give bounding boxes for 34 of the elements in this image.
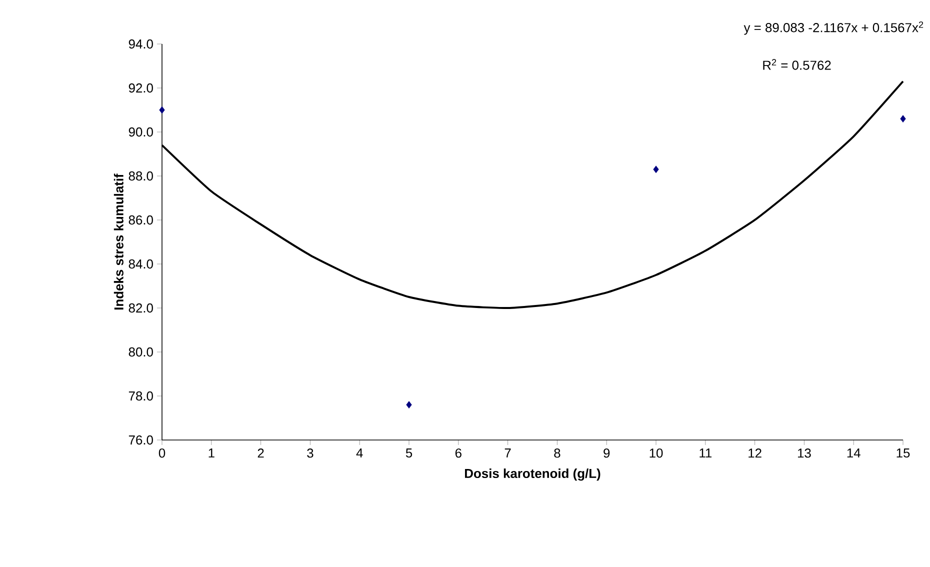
point	[406, 401, 412, 408]
x-tick-label: 15	[896, 448, 910, 458]
x-tick-label: 0	[158, 448, 166, 458]
x-tick-label: 13	[798, 448, 811, 458]
x-tick-label: 4	[356, 448, 363, 458]
x-tick-label: 3	[307, 448, 314, 458]
x-tick-label: 2	[258, 448, 264, 458]
x-tick-label: 9	[604, 448, 610, 458]
x-tick-label: 1	[208, 448, 214, 458]
x-tick-label: 5	[406, 448, 412, 458]
y-tick-label: 86.0	[128, 215, 153, 225]
y-tick-label: 76.0	[128, 435, 153, 445]
y-tick-label: 90.0	[128, 127, 153, 137]
point	[653, 166, 659, 174]
x-tick-label: 10	[650, 448, 663, 458]
y-tick-label: 92.0	[128, 83, 153, 93]
point	[900, 115, 906, 122]
x-tick-label: 12	[748, 448, 762, 458]
annotation: R$^{2}$ = 0.5762	[763, 59, 831, 70]
y-tick-label: 80.0	[128, 347, 153, 357]
y-tick-label: 88.0	[128, 171, 153, 181]
text: y = 89.083 -2.1167x + 0.1567x$^{2}$	[744, 21, 924, 35]
x-tick-label: 11	[700, 448, 712, 458]
x-tick-label: 6	[455, 448, 462, 458]
y-tick-label: 94.0	[128, 39, 153, 49]
x-tick-label: 8	[554, 448, 560, 458]
y-tick-label: 84.0	[128, 259, 153, 269]
y-tick-label: 78.0	[128, 391, 153, 401]
y-tick-label: 82.0	[128, 303, 153, 313]
y-axis-title: Indeks stres kumulatif	[114, 174, 124, 310]
x-tick-label: 7	[504, 448, 511, 458]
x-axis-title: Dosis karotenoid (g/L)	[465, 468, 600, 481]
x-tick-label: 14	[847, 448, 860, 458]
point	[159, 106, 165, 114]
